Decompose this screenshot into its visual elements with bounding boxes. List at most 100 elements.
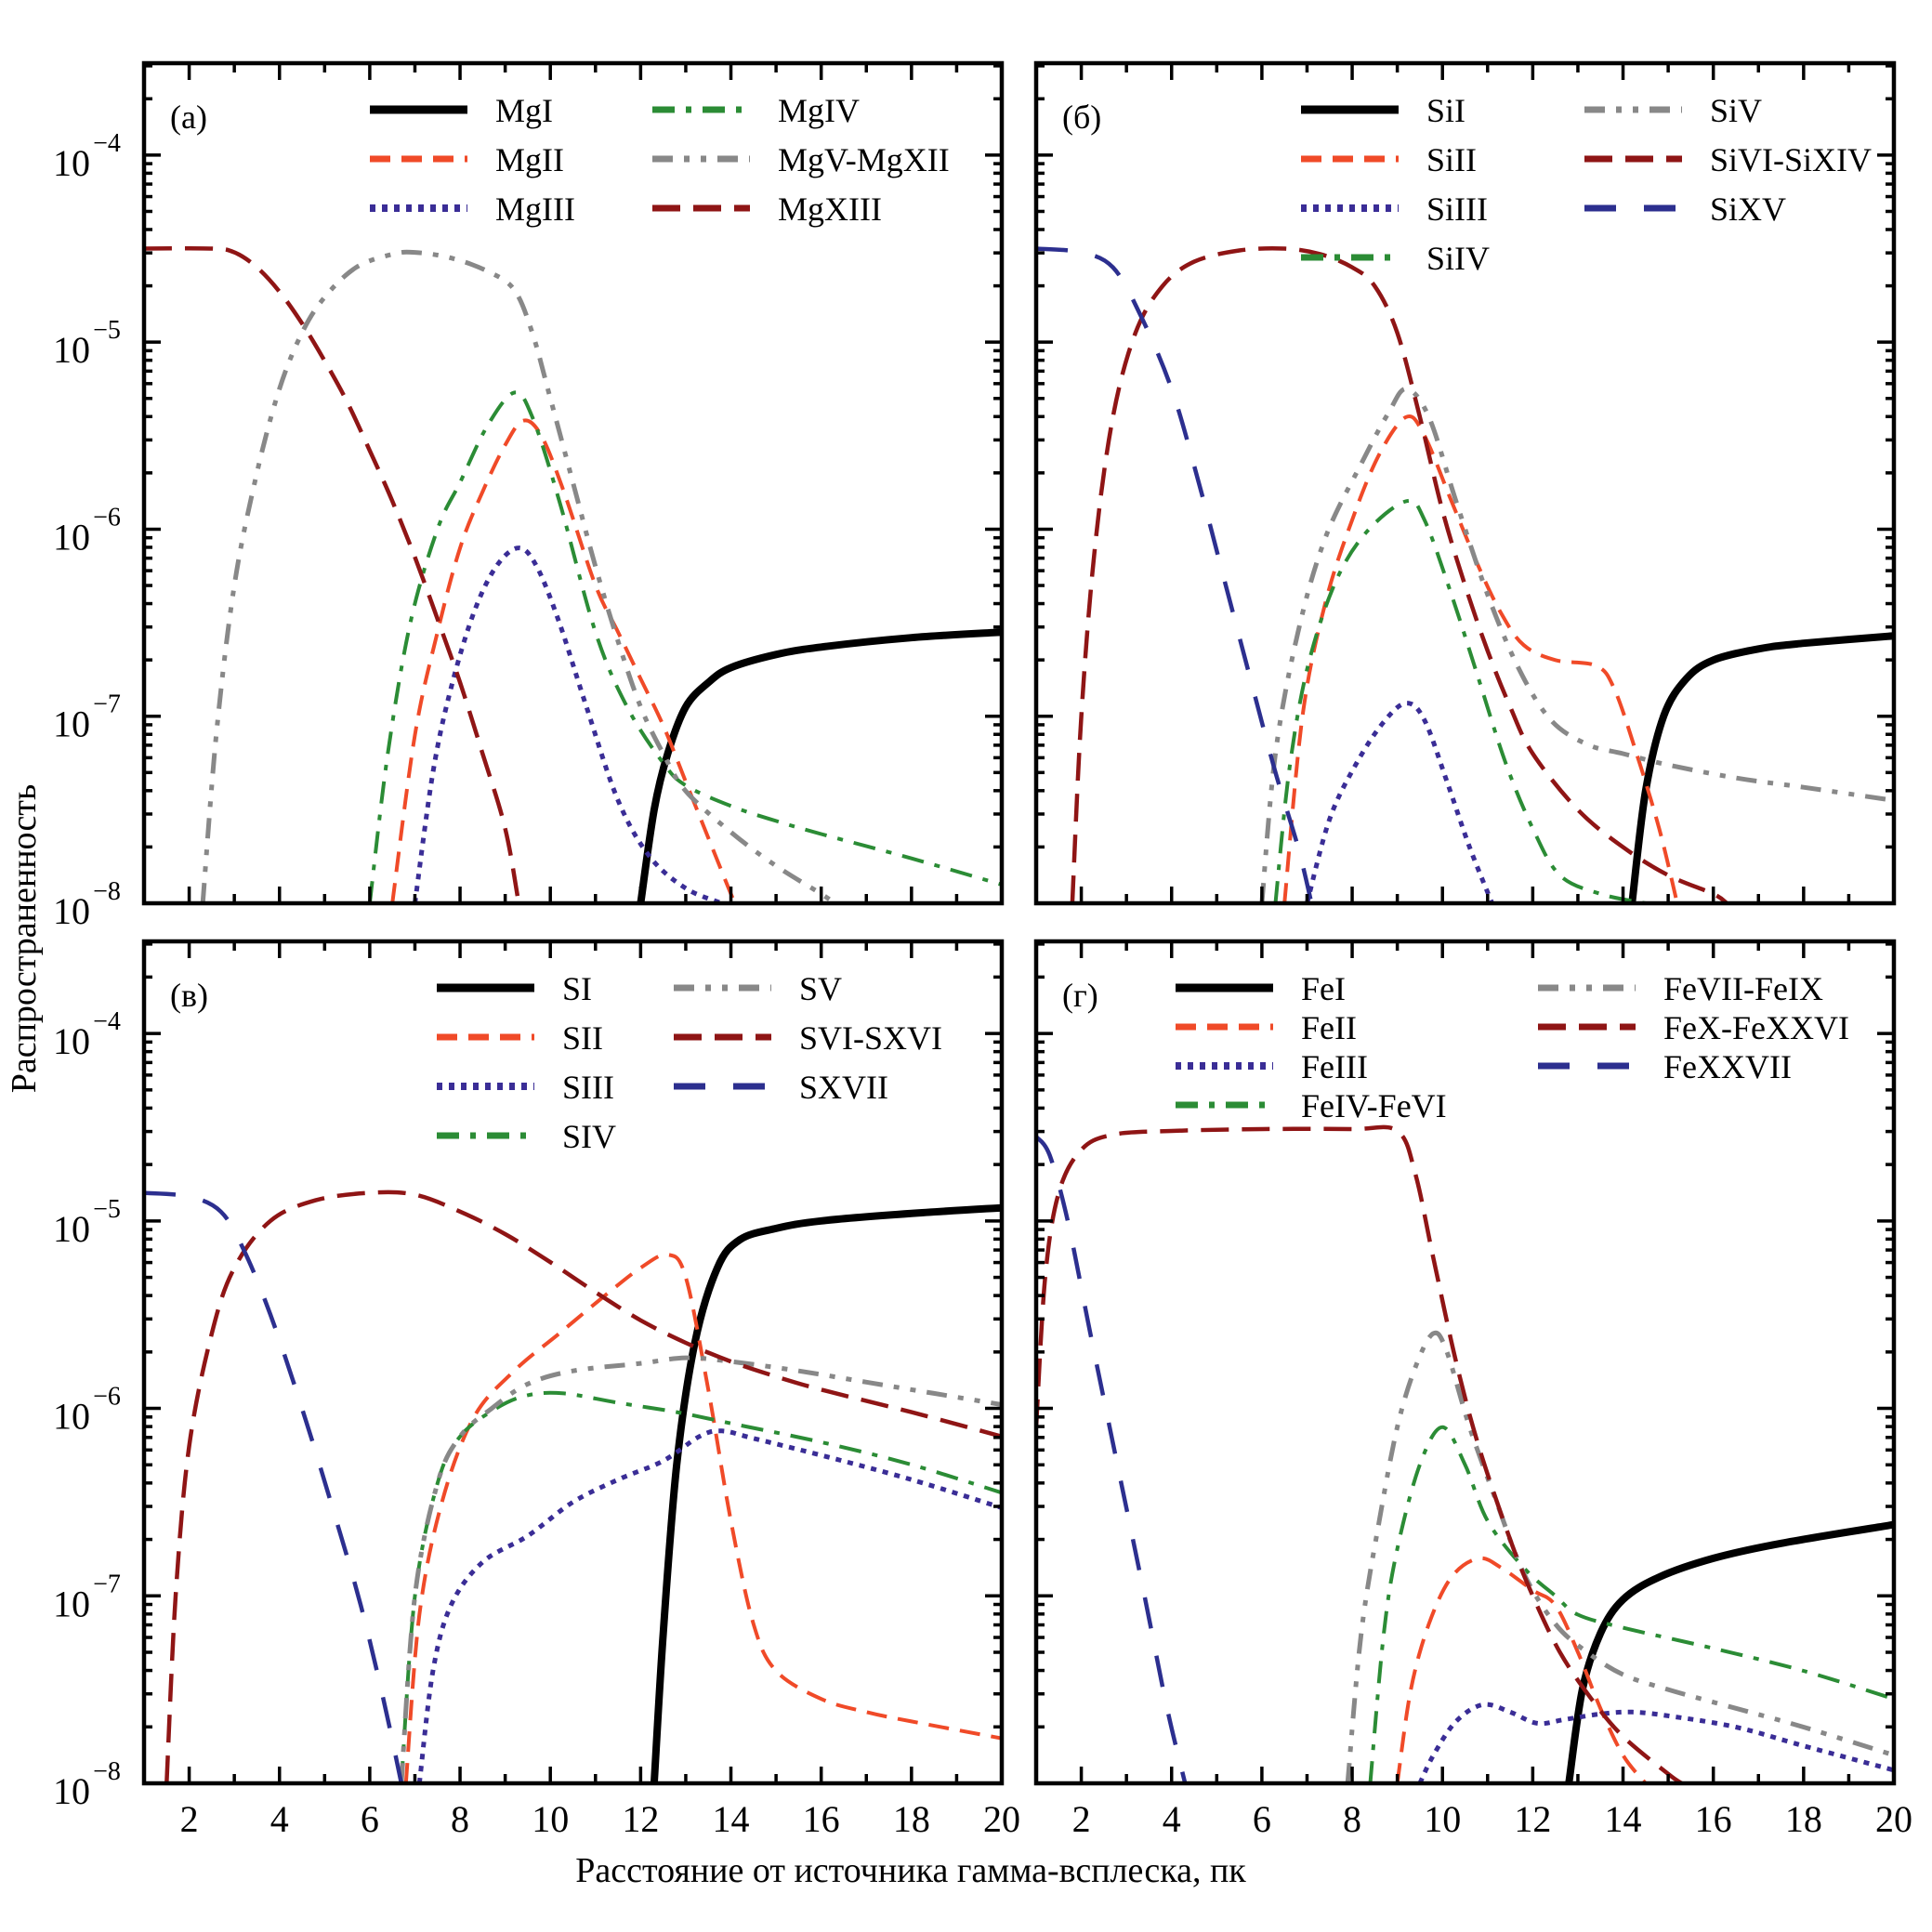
legend-label: SII xyxy=(562,1019,603,1057)
legend-item: MgV-MgXII xyxy=(652,141,950,178)
legend-item: SiV xyxy=(1584,92,1762,129)
x-tick-label: 20 xyxy=(983,1798,1020,1840)
legend-label: SIV xyxy=(562,1118,616,1155)
axes-frame xyxy=(141,939,1005,1786)
legend-label: SiII xyxy=(1426,141,1477,178)
x-tick-label: 16 xyxy=(1695,1798,1732,1840)
legend-label: FeVII-FeIX xyxy=(1663,970,1823,1007)
y-tick-exponent: −4 xyxy=(93,1007,121,1036)
series-line-mgiv xyxy=(367,390,1002,903)
legend-label: FeIV-FeVI xyxy=(1301,1087,1447,1124)
legend-item: SVI-SXVI xyxy=(674,1019,942,1057)
axes-frame xyxy=(141,60,1005,906)
series-line-sivi-sixiv xyxy=(1070,245,1728,903)
y-tick-label: 10 xyxy=(53,890,90,932)
legend-item: SiIII xyxy=(1301,191,1488,228)
legend-item: SIV xyxy=(437,1118,616,1155)
x-tick-label: 18 xyxy=(893,1798,930,1840)
legend-label: SV xyxy=(799,970,842,1007)
legend-item: MgII xyxy=(370,141,564,178)
series-line-mgii xyxy=(390,418,738,903)
x-tick-label: 18 xyxy=(1785,1798,1822,1840)
y-axis-title: Распространенность xyxy=(5,784,44,1094)
legend: SiI SiII SiIII SiIV SiV SiVI-SiXIV SiXV xyxy=(1301,92,1872,277)
x-tick-label: 12 xyxy=(622,1798,659,1840)
y-tick-label: 10 xyxy=(53,703,90,745)
x-tick-label: 16 xyxy=(803,1798,840,1840)
legend-item: MgIV xyxy=(652,92,860,129)
panel-label: (в) xyxy=(170,977,208,1014)
legend-item: FeXXVII xyxy=(1538,1048,1792,1085)
series-line-sixv xyxy=(1036,246,1314,903)
legend-item: SiVI-SiXIV xyxy=(1584,141,1872,178)
y-tick-exponent: −6 xyxy=(93,503,121,532)
legend-label: SiVI-SiXIV xyxy=(1710,141,1872,178)
y-tick-exponent: −4 xyxy=(93,129,121,158)
series-line-si xyxy=(650,1203,1002,1783)
legend: SI SII SIII SIV SV SVI-SXVI SXVII xyxy=(437,970,942,1155)
legend-item: SiI xyxy=(1301,92,1465,129)
x-tick-label: 14 xyxy=(1605,1798,1642,1840)
panel-2: (б) SiI SiII SiIII SiIV SiV SiVI-SiXIV SiXV xyxy=(1033,60,1897,906)
series-line-mgi xyxy=(637,628,1002,903)
panel-4: 2 4 6 8 10 12 14 16 18 20 (г) FeIFeIIFeIIIFeIV-FeVI… xyxy=(1033,939,1912,1840)
series-line-siiii xyxy=(1305,701,1494,903)
legend-item: SXVII xyxy=(674,1069,888,1106)
legend-label: SVI-SXVI xyxy=(799,1019,942,1057)
series-line-siii xyxy=(416,1428,1002,1783)
x-tick-label: 2 xyxy=(1072,1798,1091,1840)
y-tick-exponent: −5 xyxy=(93,1195,121,1224)
legend-label: FeIII xyxy=(1301,1048,1368,1085)
legend-item: FeIV-FeVI xyxy=(1176,1087,1447,1124)
x-tick-label: 6 xyxy=(1253,1798,1271,1840)
legend-label: MgI xyxy=(495,92,553,129)
x-tick-label: 8 xyxy=(451,1798,469,1840)
series-line-sii xyxy=(1628,632,1894,903)
x-tick-label: 8 xyxy=(1343,1798,1361,1840)
legend-label: SIII xyxy=(562,1069,614,1106)
legend-label: MgII xyxy=(495,141,564,178)
series-line-siiv xyxy=(1273,498,1647,903)
legend-label: MgIII xyxy=(495,191,575,228)
x-tick-label: 4 xyxy=(270,1798,289,1840)
legend-item: MgI xyxy=(370,92,553,129)
series-line-feiii xyxy=(1417,1702,1894,1783)
series-line-mgiii xyxy=(413,545,723,903)
series-line-mgxiii xyxy=(144,245,521,903)
legend-item: FeI xyxy=(1176,970,1346,1007)
y-tick-exponent: −8 xyxy=(93,1757,121,1786)
y-tick-label: 10 xyxy=(53,1396,90,1438)
legend-item: FeX-FeXXVI xyxy=(1538,1009,1849,1046)
axes-frame xyxy=(1033,60,1897,906)
y-tick-exponent: −7 xyxy=(93,690,121,719)
legend-item: MgIII xyxy=(370,191,575,228)
legend-item: SiII xyxy=(1301,141,1477,178)
panel-label: (a) xyxy=(170,99,207,136)
legend-item: FeVII-FeIX xyxy=(1538,970,1823,1007)
legend: MgI MgII MgIII MgIV MgV-MgXII MgXIII xyxy=(370,92,950,228)
panel-label: (б) xyxy=(1062,99,1101,136)
y-tick-label: 10 xyxy=(53,329,90,371)
axes-frame xyxy=(1033,939,1897,1786)
x-tick-label: 2 xyxy=(180,1798,199,1840)
x-tick-label: 4 xyxy=(1163,1798,1181,1840)
series-line-mgv-mgxii xyxy=(200,249,836,903)
y-tick-exponent: −5 xyxy=(93,316,121,345)
panel-label: (г) xyxy=(1062,977,1098,1014)
x-tick-label: 12 xyxy=(1514,1798,1551,1840)
legend-label: SiI xyxy=(1426,92,1465,129)
series-line-fexxvii xyxy=(1036,1135,1188,1783)
legend-label: MgV-MgXII xyxy=(778,141,950,178)
series-group xyxy=(144,1189,1002,1783)
legend-label: FeII xyxy=(1301,1009,1357,1046)
series-group xyxy=(1036,245,1894,903)
series-line-feii xyxy=(1395,1556,1648,1783)
legend-label: SI xyxy=(562,970,592,1007)
legend-item: SII xyxy=(437,1019,603,1057)
y-tick-exponent: −6 xyxy=(93,1383,121,1412)
legend-label: FeX-FeXXVI xyxy=(1663,1009,1849,1046)
legend-label: SXVII xyxy=(799,1069,888,1106)
